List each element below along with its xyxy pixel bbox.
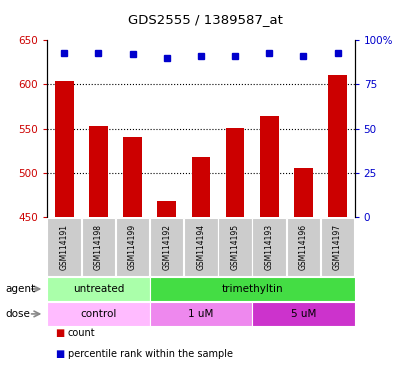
Bar — [252, 302, 354, 326]
Bar — [259, 116, 278, 217]
Bar — [320, 218, 353, 276]
Text: count: count — [67, 328, 95, 338]
Bar — [89, 126, 108, 217]
Text: GSM114196: GSM114196 — [298, 223, 307, 270]
Bar — [327, 75, 346, 217]
Bar — [47, 277, 149, 301]
Bar — [47, 218, 81, 276]
Bar — [115, 218, 149, 276]
Text: GDS2555 / 1389587_at: GDS2555 / 1389587_at — [127, 13, 282, 26]
Bar — [293, 169, 312, 217]
Text: GSM114197: GSM114197 — [332, 223, 341, 270]
Bar — [149, 277, 354, 301]
Bar — [157, 201, 176, 217]
Text: ■: ■ — [55, 349, 65, 359]
Text: GSM114194: GSM114194 — [196, 223, 205, 270]
Bar — [150, 218, 183, 276]
Bar — [252, 218, 285, 276]
Text: untreated: untreated — [72, 284, 124, 294]
Bar — [225, 128, 244, 217]
Bar — [81, 218, 115, 276]
Text: agent: agent — [5, 284, 35, 294]
Text: control: control — [80, 309, 116, 319]
Bar — [191, 157, 210, 217]
Bar — [286, 218, 319, 276]
Text: percentile rank within the sample: percentile rank within the sample — [67, 349, 232, 359]
Bar — [184, 218, 217, 276]
Text: GSM114195: GSM114195 — [230, 223, 239, 270]
Bar — [55, 81, 74, 217]
Text: dose: dose — [5, 309, 30, 319]
Text: ■: ■ — [55, 328, 65, 338]
Bar — [123, 137, 142, 217]
Text: 5 uM: 5 uM — [290, 309, 315, 319]
Text: 1 uM: 1 uM — [188, 309, 213, 319]
Bar — [218, 218, 251, 276]
Text: trimethyltin: trimethyltin — [221, 284, 282, 294]
Text: GSM114193: GSM114193 — [264, 223, 273, 270]
Text: GSM114198: GSM114198 — [94, 224, 103, 270]
Bar — [47, 302, 149, 326]
Text: GSM114199: GSM114199 — [128, 223, 137, 270]
Text: GSM114191: GSM114191 — [60, 224, 69, 270]
Text: GSM114192: GSM114192 — [162, 224, 171, 270]
Bar — [149, 302, 252, 326]
